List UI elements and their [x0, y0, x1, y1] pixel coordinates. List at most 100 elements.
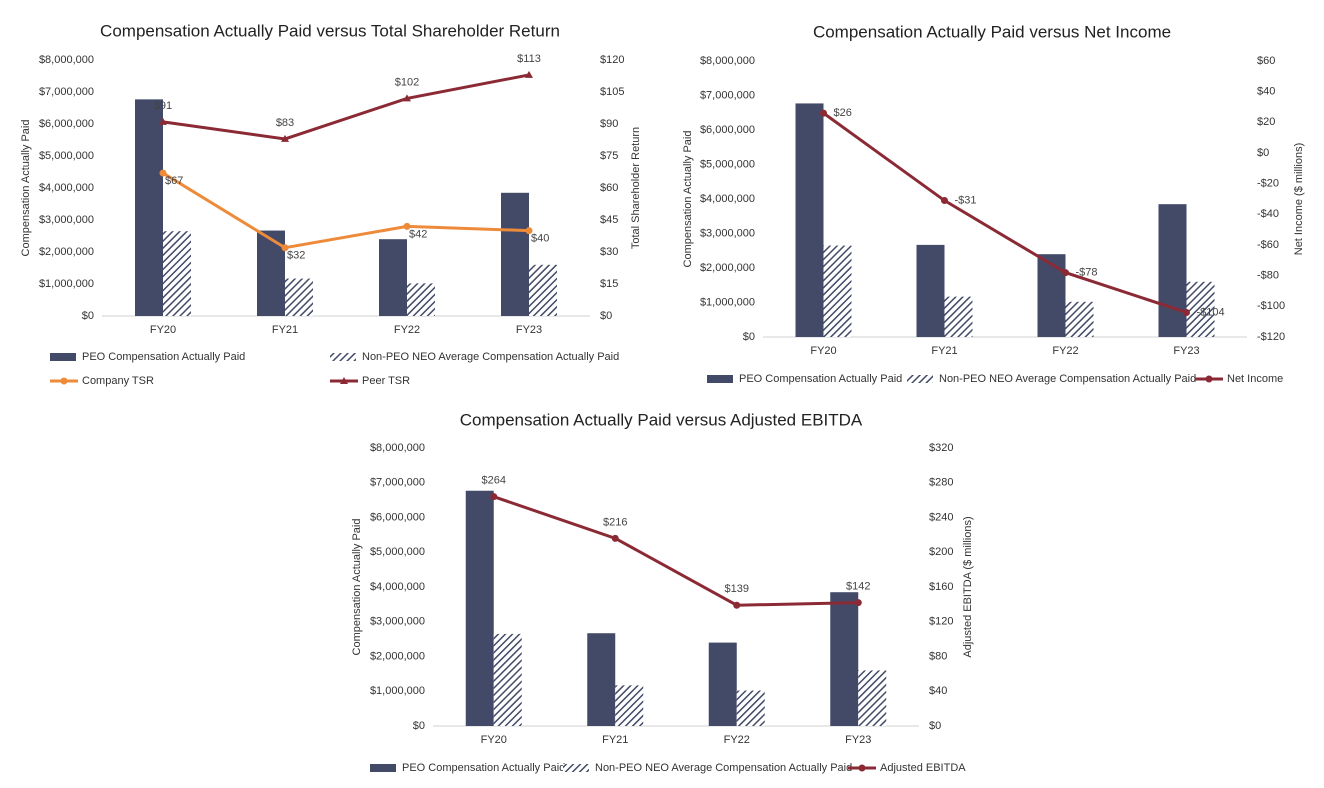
- y-tick-label: $3,000,000: [370, 616, 425, 628]
- data-label: $32: [287, 250, 305, 262]
- y2-tick-label: -$100: [1257, 300, 1285, 312]
- y-tick-label: $4,000,000: [700, 193, 755, 205]
- y2-tick-label: $200: [929, 546, 953, 558]
- data-label: $139: [725, 583, 749, 595]
- legend-label: PEO Compensation Actually Paid: [82, 351, 245, 363]
- bar: [465, 490, 494, 726]
- y2-tick-label: $120: [929, 616, 953, 628]
- y-tick-label: $3,000,000: [700, 227, 755, 239]
- y2-axis-title: Net Income ($ millions): [1293, 143, 1305, 255]
- y-tick-label: $7,000,000: [700, 89, 755, 101]
- legend-label: PEO Compensation Actually Paid: [402, 762, 565, 774]
- data-label: $264: [482, 475, 506, 487]
- data-label: -$31: [955, 194, 977, 206]
- y2-tick-label: -$120: [1257, 331, 1285, 343]
- y-tick-label: $4,000,000: [370, 581, 425, 593]
- marker: [611, 534, 619, 542]
- bar: [1037, 254, 1066, 337]
- legend-marker: [858, 764, 866, 772]
- x-tick-label: FY21: [602, 734, 628, 746]
- y2-tick-label: $160: [929, 581, 953, 593]
- marker: [525, 70, 533, 78]
- bar: [257, 230, 285, 316]
- bar: [1158, 204, 1187, 337]
- legend-label: PEO Compensation Actually Paid: [739, 373, 902, 385]
- line: [493, 495, 859, 607]
- x-tick-label: FY20: [810, 345, 836, 357]
- y-tick-label: $8,000,000: [700, 55, 755, 67]
- x-tick-label: FY20: [481, 734, 507, 746]
- data-label: $102: [395, 76, 419, 88]
- data-label: $67: [165, 175, 183, 187]
- marker: [820, 109, 827, 117]
- y2-tick-label: $40: [929, 685, 947, 697]
- legend-label: Non-PEO NEO Average Compensation Actuall…: [939, 373, 1196, 385]
- bar: [944, 296, 973, 337]
- bar: [407, 283, 435, 316]
- legend-swatch: [707, 375, 733, 383]
- y-tick-label: $3,000,000: [39, 214, 94, 226]
- x-tick-label: FY21: [931, 345, 957, 357]
- chart-title: Compensation Actually Paid versus Net In…: [813, 22, 1171, 41]
- legend-label: Non-PEO NEO Average Compensation Actuall…: [595, 762, 852, 774]
- y-tick-label: $6,000,000: [700, 124, 755, 136]
- legend-label: Company TSR: [82, 375, 154, 387]
- marker: [733, 601, 741, 609]
- marker: [281, 244, 289, 252]
- bar: [916, 244, 945, 337]
- y2-tick-label: $0: [600, 310, 612, 322]
- y2-tick-label: $20: [1257, 116, 1275, 128]
- legend-marker: [340, 377, 348, 384]
- bar: [587, 633, 616, 726]
- legend-marker: [60, 377, 68, 385]
- y2-tick-label: $0: [1257, 147, 1269, 159]
- data-label: -$104: [1197, 306, 1225, 318]
- x-tick-label: FY23: [1173, 345, 1199, 357]
- y-tick-label: $2,000,000: [700, 262, 755, 274]
- y-tick-label: $7,000,000: [39, 86, 94, 98]
- y2-tick-label: $60: [1257, 55, 1275, 67]
- y2-tick-label: $75: [600, 150, 618, 162]
- y2-tick-label: $280: [929, 477, 953, 489]
- bar: [830, 592, 859, 726]
- x-tick-label: FY22: [724, 734, 750, 746]
- y-axis-title: Compensation Actually Paid: [351, 519, 363, 656]
- y-tick-label: $2,000,000: [39, 246, 94, 258]
- legend-swatch: [370, 764, 396, 772]
- x-tick-label: FY22: [394, 324, 420, 336]
- legend-swatch: [907, 375, 933, 383]
- y2-tick-label: $90: [600, 118, 618, 130]
- y-tick-label: $8,000,000: [39, 54, 94, 66]
- y2-tick-label: $120: [600, 54, 624, 66]
- marker: [941, 197, 948, 205]
- y-tick-label: $5,000,000: [700, 158, 755, 170]
- marker: [403, 94, 411, 102]
- data-label: $113: [517, 53, 541, 65]
- bar: [1186, 281, 1215, 337]
- legend-marker: [1205, 375, 1213, 383]
- y-axis-title: Compensation Actually Paid: [682, 131, 694, 268]
- data-label: $216: [603, 516, 627, 528]
- line: [162, 171, 530, 250]
- y2-tick-label: -$40: [1257, 208, 1279, 220]
- legend-swatch: [50, 353, 76, 361]
- y-tick-label: $1,000,000: [39, 278, 94, 290]
- y-tick-label: $4,000,000: [39, 182, 94, 194]
- x-tick-label: FY23: [516, 324, 542, 336]
- y2-tick-label: -$60: [1257, 239, 1279, 251]
- y-tick-label: $0: [743, 331, 755, 343]
- y2-tick-label: $240: [929, 511, 953, 523]
- y2-tick-label: -$80: [1257, 270, 1279, 282]
- bar: [135, 99, 163, 316]
- data-label: $91: [154, 100, 172, 112]
- y-axis-title: Compensation Actually Paid: [20, 120, 32, 257]
- y-tick-label: $6,000,000: [370, 511, 425, 523]
- data-label: $83: [276, 117, 294, 129]
- bar: [615, 685, 644, 726]
- chart-title: Compensation Actually Paid versus Adjust…: [460, 410, 863, 429]
- legend-label: Peer TSR: [362, 375, 410, 387]
- data-label: $142: [846, 581, 870, 593]
- y2-axis-title: Total Shareholder Return: [630, 127, 642, 249]
- x-tick-label: FY20: [150, 324, 176, 336]
